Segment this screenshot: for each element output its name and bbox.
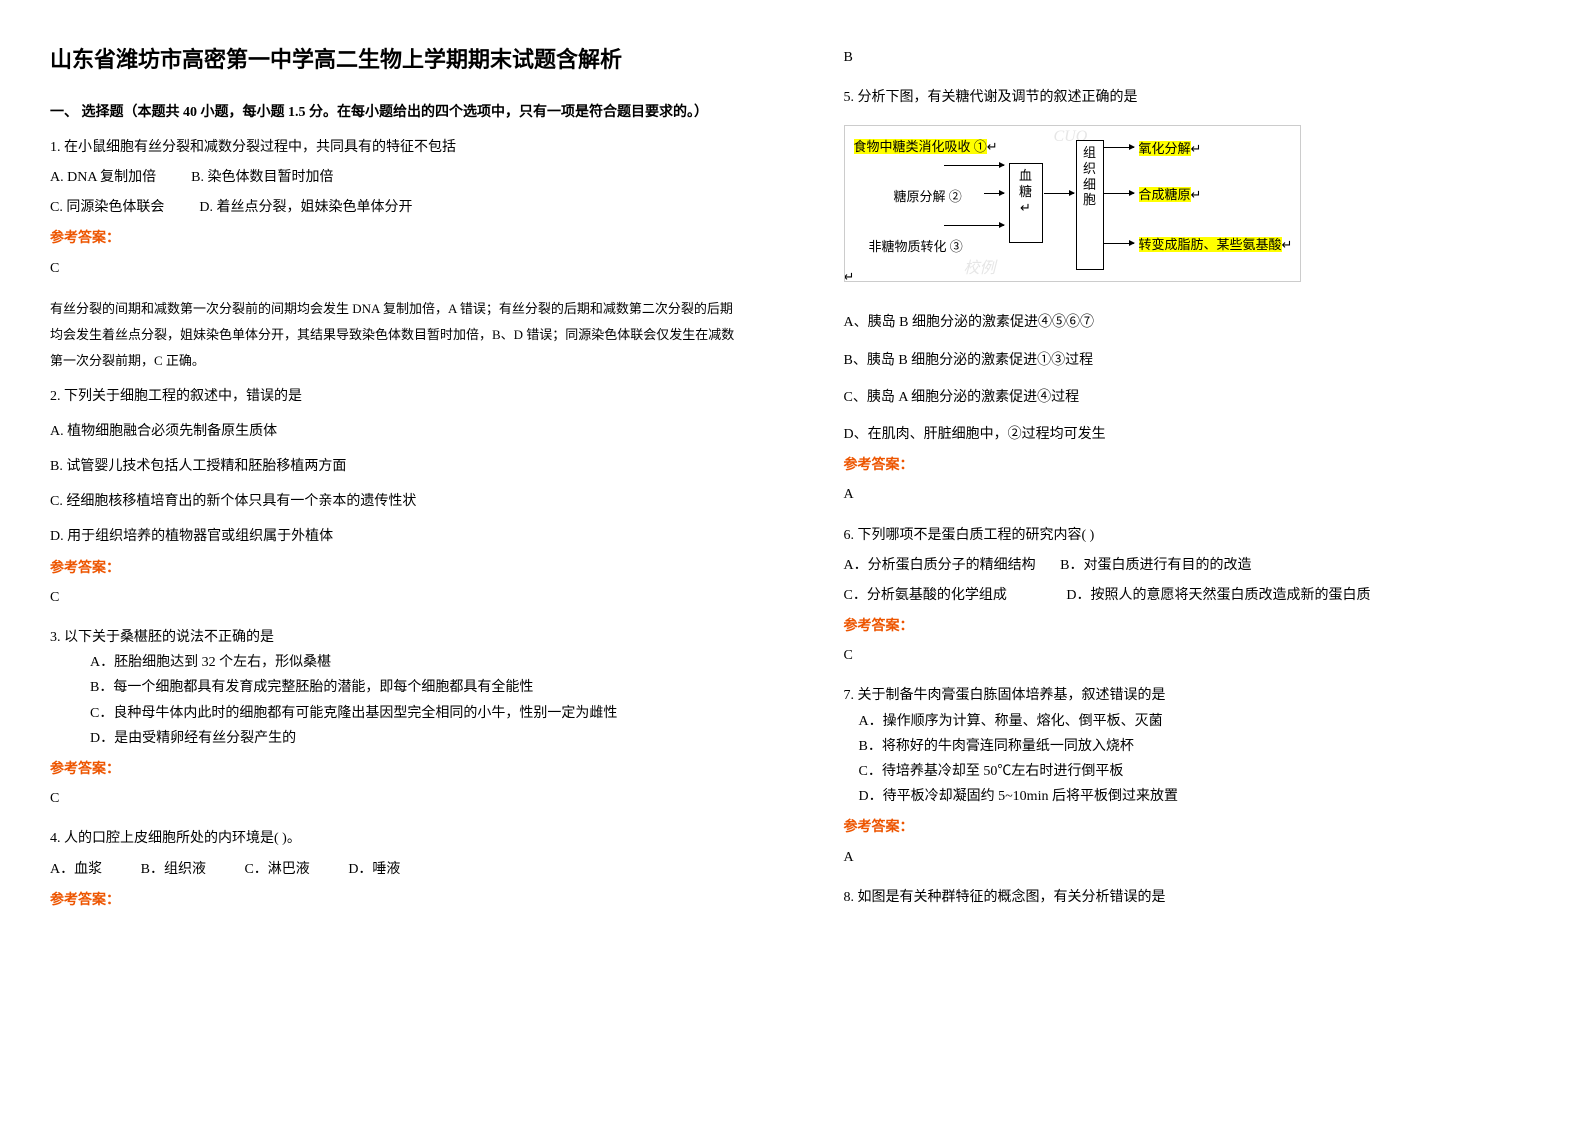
q7-optA: A．操作顺序为计算、称量、熔化、倒平板、灭菌 [859, 709, 1538, 734]
q4-optC: C．淋巴液 [244, 862, 309, 877]
answer-label: 参考答案： [844, 452, 1538, 477]
answer-label: 参考答案： [844, 613, 1538, 638]
q1-options2: C. 同源染色体联会 D. 着丝点分裂，姐妹染色单体分开 [50, 195, 744, 220]
q1-optB: B. 染色体数目暂时加倍 [191, 170, 333, 185]
q3-opts: A．胚胎细胞达到 32 个左右，形似桑椹 B．每一个细胞都具有发育成完整胚胎的潜… [50, 650, 744, 751]
answer-label: 参考答案： [844, 814, 1538, 839]
q6-row1: A．分析蛋白质分子的精细结构 B．对蛋白质进行有目的的改造 [844, 553, 1538, 578]
q5-answer: A [844, 482, 1538, 507]
q1-optA: A. DNA 复制加倍 [50, 170, 156, 185]
right-column: B 5. 分析下图，有关糖代谢及调节的叙述正确的是 CUO 校例 食物中糖类消化… [794, 0, 1587, 1122]
q3-optB: B．每一个细胞都具有发育成完整胚胎的潜能，即每个细胞都具有全能性 [90, 675, 744, 700]
q2-answer: C [50, 585, 744, 610]
q4-optD: D．唾液 [348, 862, 400, 877]
question-7: 7. 关于制备牛肉膏蛋白胨固体培养基，叙述错误的是 A．操作顺序为计算、称量、熔… [844, 683, 1538, 869]
q6-answer: C [844, 643, 1538, 668]
answer-label: 参考答案： [50, 887, 744, 912]
q3-answer: C [50, 786, 744, 811]
q5-stem: 5. 分析下图，有关糖代谢及调节的叙述正确的是 [844, 85, 1538, 110]
q6-optD: D．按照人的意愿将天然蛋白质改造成新的蛋白质 [1066, 588, 1370, 603]
q7-answer: A [844, 845, 1538, 870]
question-2: 2. 下列关于细胞工程的叙述中，错误的是 A. 植物细胞融合必须先制备原生质体 … [50, 384, 744, 610]
q2-optC: C. 经细胞核移植培育出的新个体只具有一个亲本的遗传性状 [50, 489, 744, 514]
q4-answer: B [844, 45, 1538, 70]
q4-optB: B．组织液 [141, 862, 206, 877]
section-header: 一、 选择题（本题共 40 小题，每小题 1.5 分。在每小题给出的四个选项中，… [50, 100, 744, 125]
q4-options: A．血浆 B．组织液 C．淋巴液 D．唾液 [50, 857, 744, 882]
q2-optA: A. 植物细胞融合必须先制备原生质体 [50, 419, 744, 444]
q6-optC: C．分析氨基酸的化学组成 [844, 588, 1007, 603]
q7-optB: B．将称好的牛肉膏连同称量纸一同放入烧杯 [859, 734, 1538, 759]
q7-optD: D．待平板冷却凝固约 5~10min 后将平板倒过来放置 [859, 784, 1538, 809]
answer-label: 参考答案： [50, 555, 744, 580]
question-3: 3. 以下关于桑椹胚的说法不正确的是 A．胚胎细胞达到 32 个左右，形似桑椹 … [50, 625, 744, 811]
q1-explanation: 有丝分裂的间期和减数第一次分裂前的间期均会发生 DNA 复制加倍，A 错误；有丝… [50, 296, 744, 374]
q1-optC: C. 同源染色体联会 [50, 200, 164, 215]
q6-optB: B．对蛋白质进行有目的的改造 [1060, 558, 1251, 573]
q1-stem: 1. 在小鼠细胞有丝分裂和减数分裂过程中，共同具有的特征不包括 [50, 135, 744, 160]
question-4: 4. 人的口腔上皮细胞所处的内环境是( )。 A．血浆 B．组织液 C．淋巴液 … [50, 826, 744, 912]
q2-optD: D. 用于组织培养的植物器官或组织属于外植体 [50, 524, 744, 549]
q8-stem: 8. 如图是有关种群特征的概念图，有关分析错误的是 [844, 885, 1538, 910]
q7-stem: 7. 关于制备牛肉膏蛋白胨固体培养基，叙述错误的是 [844, 683, 1538, 708]
q7-opts: A．操作顺序为计算、称量、熔化、倒平板、灭菌 B．将称好的牛肉膏连同称量纸一同放… [844, 709, 1538, 810]
answer-label: 参考答案： [50, 225, 744, 250]
question-8: 8. 如图是有关种群特征的概念图，有关分析错误的是 [844, 885, 1538, 910]
q6-stem: 6. 下列哪项不是蛋白质工程的研究内容( ) [844, 523, 1538, 548]
q1-options: A. DNA 复制加倍 B. 染色体数目暂时加倍 [50, 165, 744, 190]
answer-label: 参考答案： [50, 756, 744, 781]
q5-optA: A、胰岛 B 细胞分泌的激素促进④⑤⑥⑦ [844, 310, 1538, 335]
q3-optC: C．良种母牛体内此时的细胞都有可能克隆出基因型完全相同的小牛，性别一定为雌性 [90, 701, 744, 726]
q5-optD: D、在肌肉、肝脏细胞中，②过程均可发生 [844, 422, 1538, 447]
q3-optD: D．是由受精卵经有丝分裂产生的 [90, 726, 744, 751]
q5-optB: B、胰岛 B 细胞分泌的激素促进①③过程 [844, 348, 1538, 373]
question-1: 1. 在小鼠细胞有丝分裂和减数分裂过程中，共同具有的特征不包括 A. DNA 复… [50, 135, 744, 374]
question-6: 6. 下列哪项不是蛋白质工程的研究内容( ) A．分析蛋白质分子的精细结构 B．… [844, 523, 1538, 669]
q5-diagram: CUO 校例 食物中糖类消化吸收 ①↵ 糖原分解 ② 非糖物质转化 ③ 血糖↵ … [844, 125, 1304, 295]
q2-optB: B. 试管婴儿技术包括人工授精和胚胎移植两方面 [50, 454, 744, 479]
q5-optC: C、胰岛 A 细胞分泌的激素促进④过程 [844, 385, 1538, 410]
q6-optA: A．分析蛋白质分子的精细结构 [844, 558, 1036, 573]
q1-answer: C [50, 256, 744, 281]
q3-stem: 3. 以下关于桑椹胚的说法不正确的是 [50, 625, 744, 650]
left-column: 山东省潍坊市高密第一中学高二生物上学期期末试题含解析 一、 选择题（本题共 40… [0, 0, 794, 1122]
q1-optD: D. 着丝点分裂，姐妹染色单体分开 [199, 200, 412, 215]
q4-stem: 4. 人的口腔上皮细胞所处的内环境是( )。 [50, 826, 744, 851]
q3-optA: A．胚胎细胞达到 32 个左右，形似桑椹 [90, 650, 744, 675]
q4-optA: A．血浆 [50, 862, 102, 877]
question-5: 5. 分析下图，有关糖代谢及调节的叙述正确的是 CUO 校例 食物中糖类消化吸收… [844, 85, 1538, 507]
q6-row2: C．分析氨基酸的化学组成 D．按照人的意愿将天然蛋白质改造成新的蛋白质 [844, 583, 1538, 608]
q7-optC: C．待培养基冷却至 50℃左右时进行倒平板 [859, 759, 1538, 784]
doc-title: 山东省潍坊市高密第一中学高二生物上学期期末试题含解析 [50, 40, 744, 80]
diag-border [844, 125, 1301, 282]
q2-stem: 2. 下列关于细胞工程的叙述中，错误的是 [50, 384, 744, 409]
